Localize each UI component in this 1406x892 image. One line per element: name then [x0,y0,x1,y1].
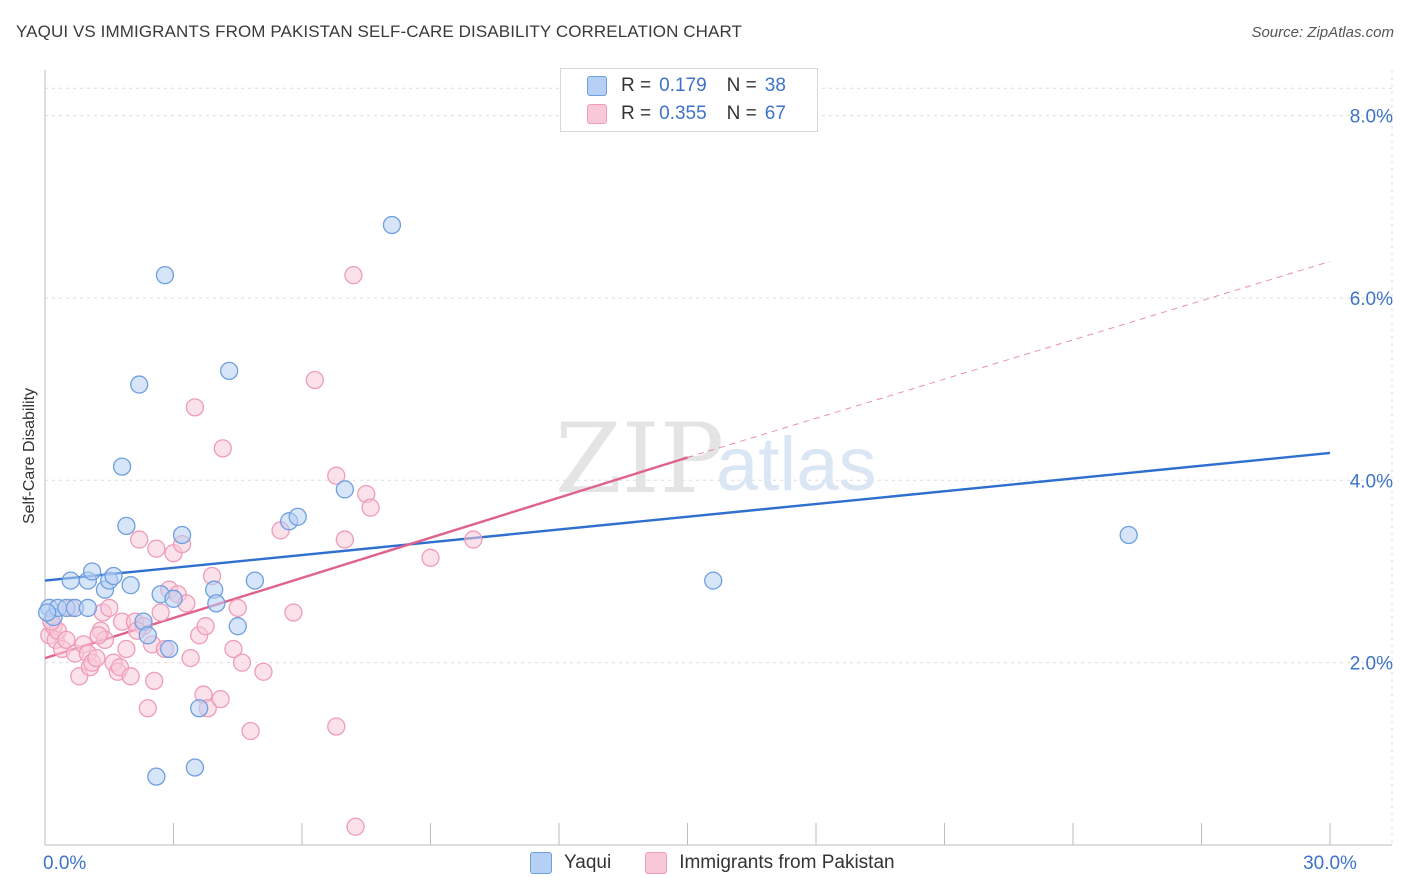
pakistan-point [254,662,273,681]
pakistan-point [464,530,483,549]
legend-label: Yaqui [564,852,612,873]
pakistan-point [305,370,325,390]
pakistan-swatch [587,104,607,124]
yaqui-point [78,598,97,618]
yaqui-point [155,265,175,285]
r-label: R = [621,103,652,124]
x-tick-label: 30.0% [1303,853,1357,874]
pakistan-trend-extension [687,260,1331,458]
pakistan-point [213,439,232,458]
pakistan-point [327,466,346,485]
pakistan-point [196,617,215,636]
legend-row-yaqui: R = 0.179 N = 38 [587,74,786,98]
yaqui-point [121,575,140,595]
pakistan-point [57,630,76,650]
pakistan-point [232,653,252,672]
pakistan-swatch [645,852,668,874]
pakistan-point [147,539,166,558]
yaqui-point [147,767,166,786]
yaqui-point [382,215,402,235]
yaqui-point [220,361,239,381]
yaqui-point [335,480,354,499]
chart-title: YAQUI VS IMMIGRANTS FROM PAKISTAN SELF-C… [16,22,743,41]
r-label: R = [621,75,652,96]
yaqui-point [61,571,80,590]
yaqui-point [117,516,136,536]
pakistan-point [138,699,157,718]
yaqui-point [228,617,247,636]
r-value: 0.179 [659,75,707,96]
watermark-zip: ZIP [555,403,724,515]
yaqui-point [1119,525,1138,545]
pakistan-point [224,639,243,659]
source-label: Source: ZipAtlas.com [1251,24,1394,41]
pakistan-point [151,603,170,622]
point-layer [37,215,1138,836]
yaqui-point [185,758,205,777]
r-value: 0.355 [659,103,707,124]
pakistan-point [185,398,205,417]
pakistan-point [100,598,119,618]
pakistan-point [361,498,380,517]
watermark-atlas: atlas [716,422,877,507]
yaqui-point [207,594,226,613]
yaqui-trend-line [44,451,1331,582]
yaqui-point [112,457,132,476]
stats-legend: R = 0.179 N = 38 R = 0.355 N = 67 [560,68,818,132]
y-tick-label: 8.0% [1350,107,1393,128]
pakistan-point [241,721,260,741]
n-label: N = [726,75,757,96]
n-value: 67 [764,103,786,124]
yaqui-point [104,566,123,586]
legend-item-pakistan[interactable]: Immigrants from Pakistan [645,852,895,874]
y-tick-label: 4.0% [1350,471,1393,492]
y-tick-label: 2.0% [1350,654,1393,675]
x-tick-label: 0.0% [43,853,86,874]
pakistan-point [421,548,440,567]
pakistan-point [228,598,247,618]
yaqui-point [190,699,209,718]
legend-label: Immigrants from Pakistan [679,852,895,873]
legend-item-yaqui[interactable]: Yaqui [530,852,611,874]
pakistan-point [211,689,230,709]
yaqui-point [138,626,157,645]
pakistan-point [87,648,106,668]
yaqui-point [160,639,179,659]
yaqui-point [130,375,149,394]
pakistan-point [181,648,200,668]
axis-layer [44,70,1392,846]
pakistan-point [284,603,303,622]
pakistan-point [327,717,346,736]
n-label: N = [726,103,757,124]
pakistan-point [130,530,149,549]
yaqui-swatch [530,852,552,874]
yaqui-point [245,571,265,590]
pakistan-point [89,626,108,645]
yaqui-point [82,562,102,581]
pakistan-point [335,530,354,549]
yaqui-point [288,507,307,526]
y-tick-label: 6.0% [1350,289,1393,310]
yaqui-point [164,589,183,608]
yaqui-swatch [587,76,607,96]
yaqui-point [37,603,57,622]
pakistan-point [117,639,136,659]
pakistan-point [145,671,164,691]
yaqui-point [172,525,192,545]
legend-row-pakistan: R = 0.355 N = 67 [587,102,786,126]
n-value: 38 [764,75,786,96]
tick-label-layer: 2.0% 4.0% 6.0% 8.0% 0.0% 30.0% [43,107,1393,874]
grid-layer [45,70,1393,845]
pakistan-point [346,817,365,836]
yaqui-point [704,571,723,590]
series-legend: Yaqui Immigrants from Pakistan [530,852,929,874]
pakistan-point [344,265,363,285]
pakistan-point [121,667,140,686]
